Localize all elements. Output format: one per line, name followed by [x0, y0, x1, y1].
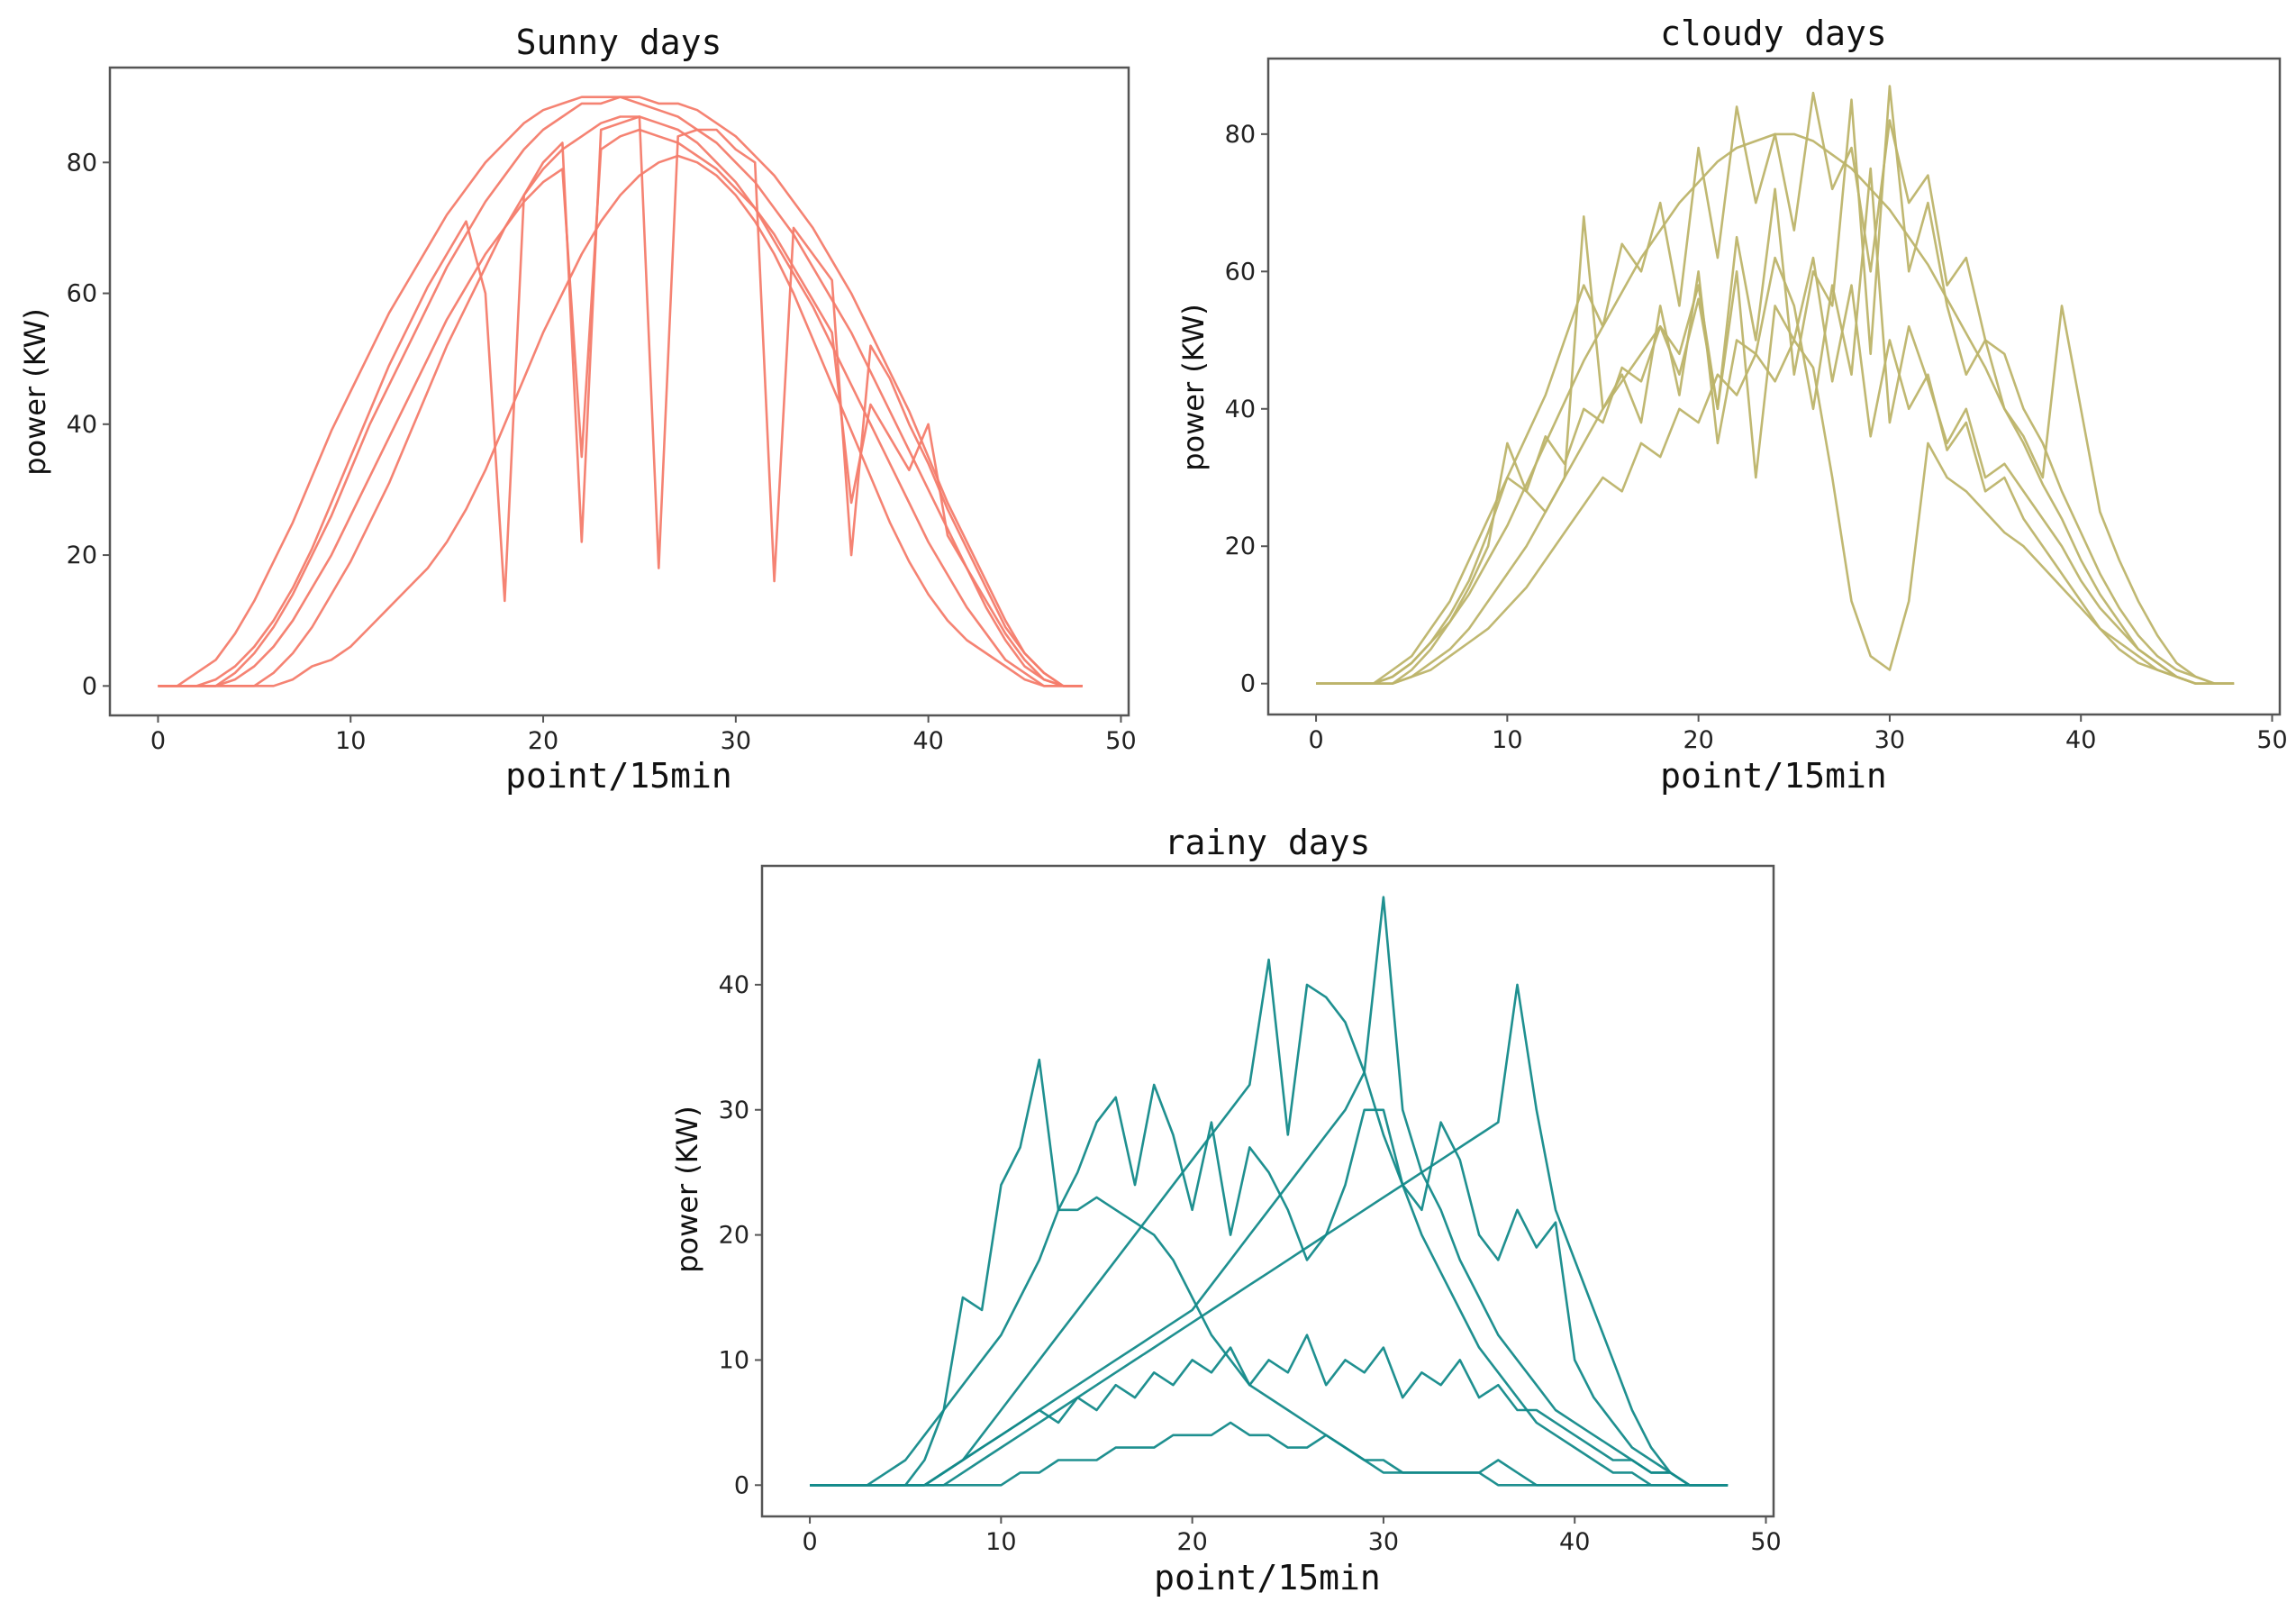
x-tick-label: 40: [912, 727, 943, 755]
x-tick-label: 40: [2065, 726, 2096, 754]
x-tick-label: 0: [150, 727, 166, 755]
x-tick-label: 30: [721, 727, 751, 755]
series-group: [810, 896, 1729, 1487]
x-tick-label: 40: [1559, 1528, 1590, 1556]
series-line-day4: [158, 154, 1083, 687]
x-tick-label: 20: [1683, 726, 1713, 754]
x-tick-label: 50: [1750, 1528, 1781, 1556]
series-line-day5: [810, 1333, 1729, 1487]
x-tick-label: 10: [335, 727, 366, 755]
rainy-days-chart: rainy days point/15min power (KW) 0 10 20 3…: [670, 823, 1782, 1597]
y-tick-label: 30: [719, 1097, 749, 1124]
series-line-day2: [1316, 339, 2235, 686]
y-tick-label: 60: [1225, 258, 1256, 286]
chart-title: rainy days: [1165, 823, 1371, 862]
plot-frame: [108, 66, 1130, 717]
chart-title: Sunny days: [516, 23, 722, 62]
y-axis-label: power (KW): [670, 1106, 704, 1273]
x-tick-label: 0: [802, 1528, 817, 1556]
y-tick-label: 20: [1225, 532, 1256, 560]
y-tick-label: 80: [1225, 121, 1256, 149]
y-tick-label: 0: [1240, 670, 1256, 698]
series-line-day5: [158, 96, 1083, 687]
series-line-day3: [158, 115, 1083, 687]
x-axis-label: point/15min: [1660, 756, 1887, 796]
series-line-day4: [1316, 167, 2235, 686]
x-tick-label: 10: [1492, 726, 1522, 754]
series-line-day2: [158, 115, 1083, 687]
series-line-day6: [810, 1083, 1729, 1487]
y-tick-label: 20: [719, 1222, 749, 1250]
series-line-day7: [810, 1421, 1729, 1487]
y-axis-label: power (KW): [1176, 304, 1211, 471]
x-axis-label: point/15min: [505, 756, 732, 796]
y-tick-label: 10: [719, 1346, 749, 1374]
y-tick-label: 20: [67, 542, 97, 569]
x-tick-label: 30: [1874, 726, 1905, 754]
y-tick-label: 40: [1225, 396, 1256, 423]
series-group: [158, 96, 1083, 687]
y-tick-label: 80: [67, 149, 97, 177]
x-tick-label: 50: [1105, 727, 1136, 755]
y-tick-label: 0: [734, 1471, 749, 1499]
series-line-day5: [1316, 85, 2235, 686]
y-axis-label: power (KW): [18, 308, 52, 476]
x-tick-label: 0: [1308, 726, 1323, 754]
y-tick-label: 40: [67, 411, 97, 439]
x-tick-label: 50: [2256, 726, 2287, 754]
plot-frame: [1266, 57, 2282, 716]
x-tick-label: 20: [528, 727, 558, 755]
y-tick-label: 40: [719, 971, 749, 999]
cloudy-days-chart: cloudy days point/15min power (KW) 0 10 20…: [1176, 14, 2288, 796]
x-tick-label: 30: [1368, 1528, 1399, 1556]
series-line-day1: [158, 96, 1083, 687]
y-tick-label: 60: [67, 280, 97, 308]
series-line-day6: [1316, 256, 2235, 686]
series-line-day6: [158, 128, 1083, 687]
x-axis-label: point/15min: [1154, 1558, 1381, 1597]
series-group: [1316, 85, 2235, 686]
series-line-day3: [1316, 132, 2235, 686]
x-tick-label: 10: [985, 1528, 1016, 1556]
chart-title: cloudy days: [1660, 14, 1887, 53]
sunny-days-chart: Sunny days point/15min power (KW) 0 10 20 3…: [18, 23, 1137, 796]
y-tick-label: 0: [82, 672, 97, 700]
x-tick-label: 20: [1176, 1528, 1207, 1556]
series-line-day4: [810, 983, 1729, 1487]
plot-frame: [760, 864, 1775, 1518]
